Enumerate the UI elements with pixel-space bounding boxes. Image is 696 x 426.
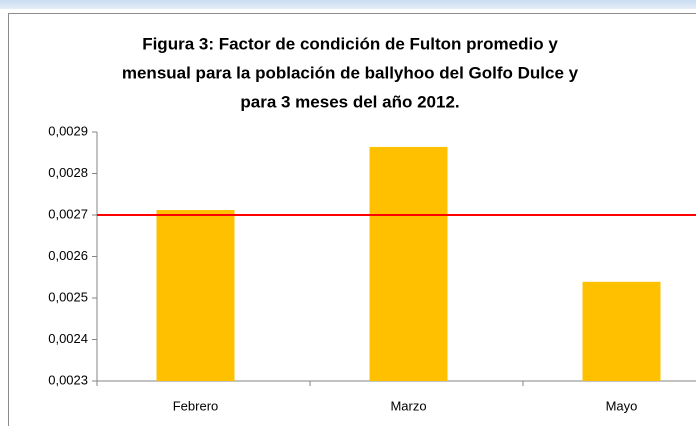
bar <box>582 281 661 381</box>
x-tick-label: Marzo <box>390 398 426 413</box>
chart-frame <box>8 13 696 426</box>
x-tick-label: Mayo <box>606 398 638 413</box>
chart-title: para 3 meses del año 2012. <box>240 92 459 111</box>
y-tick-label: 0,0028 <box>48 165 88 180</box>
chart-title: mensual para la población de ballyhoo de… <box>122 63 579 82</box>
window-strip <box>0 0 696 9</box>
bar <box>369 146 448 381</box>
bar <box>156 210 235 381</box>
y-tick-label: 0,0029 <box>48 123 88 138</box>
x-tick-label: Febrero <box>173 398 219 413</box>
y-tick-label: 0,0025 <box>48 289 88 304</box>
y-tick-label: 0,0024 <box>48 331 88 346</box>
y-tick-label: 0,0026 <box>48 248 88 263</box>
y-tick-label: 0,0023 <box>48 372 88 387</box>
y-tick-label: 0,0027 <box>48 206 88 221</box>
chart-title: Figura 3: Factor de condición de Fulton … <box>142 34 558 53</box>
